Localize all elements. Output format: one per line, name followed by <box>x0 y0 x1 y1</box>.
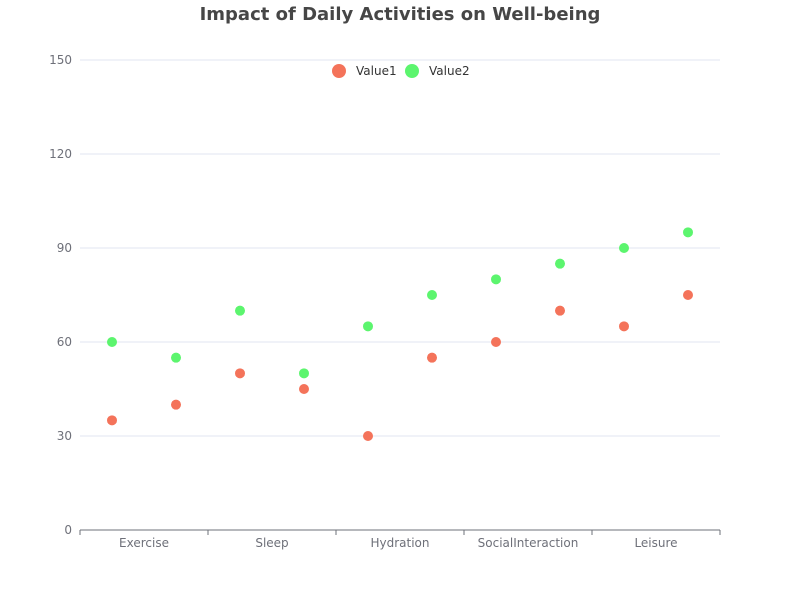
legend[interactable]: Value1 Value2 <box>332 64 470 78</box>
x-tick-label: Hydration <box>370 536 429 550</box>
data-points <box>107 227 693 441</box>
point-value2-0[interactable] <box>107 337 117 347</box>
legend-label: Value1 <box>356 64 397 78</box>
legend-item-value2[interactable]: Value2 <box>405 64 470 78</box>
y-tick-label: 0 <box>64 523 72 537</box>
point-value1-6[interactable] <box>491 337 501 347</box>
point-value2-9[interactable] <box>683 227 693 238</box>
point-value1-3[interactable] <box>299 384 309 394</box>
point-value1-2[interactable] <box>235 368 245 379</box>
x-tick-label: Leisure <box>634 536 677 550</box>
legend-item-value1[interactable]: Value1 <box>332 64 397 78</box>
point-value2-1[interactable] <box>171 352 181 363</box>
point-value2-2[interactable] <box>235 305 245 316</box>
x-tick-label: SocialInteraction <box>478 536 579 550</box>
point-value1-4[interactable] <box>363 431 373 441</box>
y-tick-label: 90 <box>57 241 72 255</box>
point-value2-8[interactable] <box>619 243 629 253</box>
point-value2-5[interactable] <box>427 290 437 300</box>
chart-title: Impact of Daily Activities on Well-being <box>200 4 601 25</box>
point-value1-1[interactable] <box>171 399 181 410</box>
x-tick-label: Sleep <box>255 536 288 550</box>
point-value2-7[interactable] <box>555 258 565 269</box>
point-value1-9[interactable] <box>683 290 693 300</box>
y-tick-label: 60 <box>57 335 72 349</box>
point-value2-4[interactable] <box>363 321 373 332</box>
axes: 0 30 60 90 120 150 Exercise Sleep Hydration Socia… <box>49 53 721 550</box>
point-value1-7[interactable] <box>555 305 565 316</box>
point-value1-0[interactable] <box>107 415 117 426</box>
point-value1-5[interactable] <box>427 352 437 363</box>
y-tick-label: 120 <box>49 147 72 161</box>
y-tick-label: 150 <box>49 53 72 67</box>
x-tick-label: Exercise <box>119 536 169 550</box>
legend-marker <box>332 64 346 78</box>
point-value2-3[interactable] <box>299 368 309 379</box>
y-tick-label: 30 <box>57 429 72 443</box>
legend-label: Value2 <box>429 64 470 78</box>
legend-marker <box>405 64 419 78</box>
grid-lines <box>80 59 720 437</box>
point-value2-6[interactable] <box>491 274 501 285</box>
point-value1-8[interactable] <box>619 321 629 332</box>
